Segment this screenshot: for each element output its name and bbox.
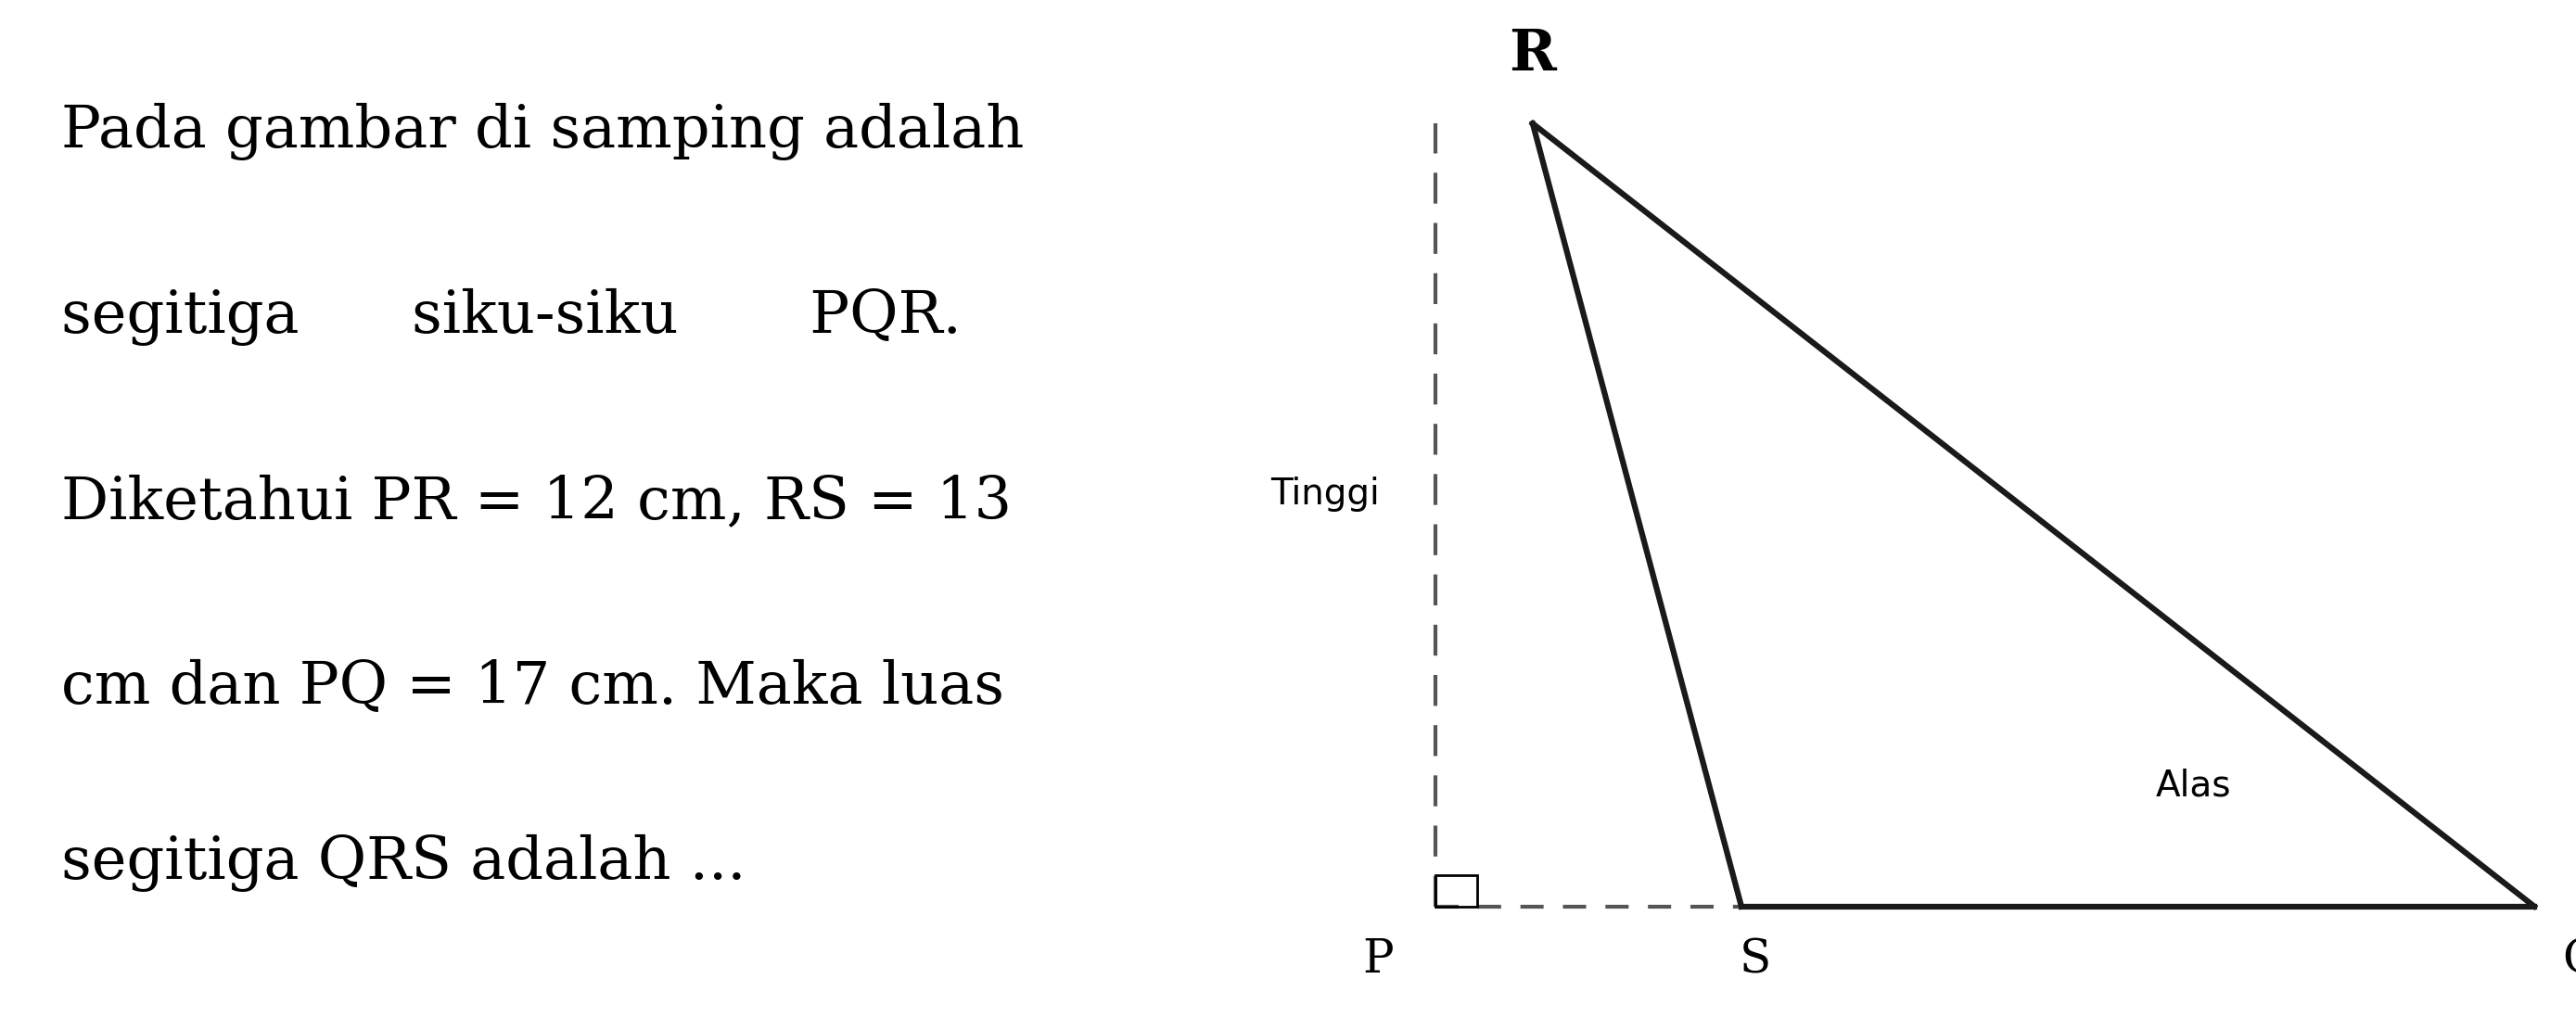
Text: segitiga      siku-siku       PQR.: segitiga siku-siku PQR.: [62, 288, 961, 346]
Text: S: S: [1739, 937, 1772, 984]
Text: Alas: Alas: [2156, 768, 2231, 803]
Text: Tinggi: Tinggi: [1270, 477, 1381, 512]
Text: Diketahui PR = 12 cm, RS = 13: Diketahui PR = 12 cm, RS = 13: [62, 474, 1012, 530]
Text: P: P: [1363, 937, 1394, 984]
Text: segitiga QRS adalah ...: segitiga QRS adalah ...: [62, 834, 747, 892]
Text: Pada gambar di samping adalah: Pada gambar di samping adalah: [62, 103, 1025, 161]
Text: cm dan PQ = 17 cm. Maka luas: cm dan PQ = 17 cm. Maka luas: [62, 659, 1005, 716]
Text: Q: Q: [2563, 937, 2576, 984]
Text: R: R: [1510, 27, 1556, 82]
Bar: [1435, 876, 1476, 906]
